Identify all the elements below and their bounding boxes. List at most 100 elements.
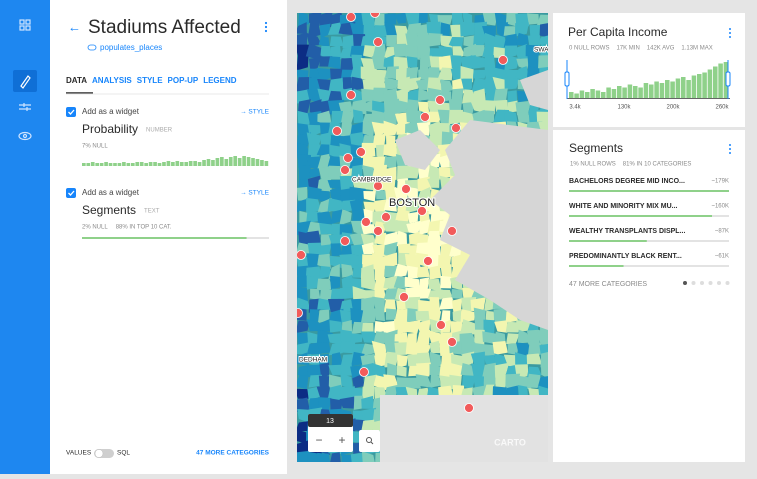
stadium-point[interactable] — [332, 126, 342, 136]
stadium-point[interactable] — [399, 292, 409, 302]
stadium-point[interactable] — [356, 147, 366, 157]
stadium-point[interactable] — [359, 367, 369, 377]
map-region — [429, 364, 443, 376]
stadium-point[interactable] — [373, 226, 383, 236]
map-region — [440, 79, 454, 94]
zoom-in[interactable]: + — [338, 433, 345, 447]
map-region — [316, 386, 332, 400]
zoom-out[interactable]: − — [315, 433, 322, 447]
histogram-bar — [188, 161, 193, 166]
stadium-point[interactable] — [464, 403, 474, 413]
map-region — [482, 110, 495, 125]
map-region — [298, 99, 311, 116]
map-region — [328, 56, 341, 70]
more-categories[interactable]: 47 MORE CATEGORIES — [196, 450, 270, 457]
map-region — [526, 13, 539, 25]
map-region — [406, 308, 418, 323]
category-value: ~61K — [715, 254, 729, 260]
map-region — [516, 320, 531, 333]
stadium-point[interactable] — [381, 212, 391, 222]
map-region — [416, 329, 431, 345]
map-region — [383, 120, 399, 136]
map[interactable]: CAMBRIDGE BOSTON DEDHAM SWA — [294, 9, 554, 468]
kebab[interactable] — [729, 144, 731, 154]
icon-eye[interactable] — [18, 131, 32, 141]
stadium-point[interactable] — [373, 181, 383, 191]
stadium-point[interactable] — [447, 226, 457, 236]
histogram-bar — [246, 157, 251, 166]
category-name[interactable]: PREDOMINANTLY BLACK RENT... — [569, 253, 682, 260]
map-region — [316, 329, 333, 345]
checkbox[interactable] — [66, 188, 76, 198]
kebab[interactable] — [264, 21, 268, 33]
histogram-bar — [197, 162, 202, 166]
map-region — [306, 32, 322, 47]
stadium-point[interactable] — [370, 9, 380, 18]
category-name[interactable]: BACHELORS DEGREE MID INCO... — [569, 178, 685, 185]
stadium-point[interactable] — [436, 320, 446, 330]
tab[interactable]: LEGEND — [203, 76, 237, 85]
stadium-point[interactable] — [498, 55, 508, 65]
tab[interactable]: ANALYSIS — [92, 76, 132, 85]
stadium-point[interactable] — [340, 165, 350, 175]
page-dot[interactable] — [683, 281, 687, 285]
map-region — [329, 275, 341, 290]
checkbox[interactable] — [66, 107, 76, 117]
histogram-bar — [670, 81, 675, 98]
stadium-point[interactable] — [435, 95, 445, 105]
map-region — [406, 67, 419, 80]
stadium-point[interactable] — [401, 184, 411, 194]
kebab[interactable] — [729, 28, 731, 38]
stadium-point[interactable] — [294, 308, 303, 318]
tab[interactable]: DATA — [66, 76, 87, 85]
style-link[interactable]: → STYLE — [240, 190, 270, 197]
map-region — [363, 190, 376, 202]
map-region — [386, 362, 397, 377]
range-handle[interactable] — [725, 71, 731, 87]
stadium-point[interactable] — [420, 112, 430, 122]
icon-sliders[interactable] — [19, 103, 31, 111]
map-region — [483, 319, 495, 336]
tab[interactable]: POP-UP — [168, 76, 199, 85]
more-categories[interactable]: 47 MORE CATEGORIES — [569, 281, 647, 288]
map-region — [307, 451, 320, 462]
source-link[interactable]: populates_places — [100, 43, 162, 52]
page-dot[interactable] — [725, 281, 730, 285]
map-region — [393, 99, 410, 114]
page-dot[interactable] — [700, 281, 704, 285]
stadium-point[interactable] — [417, 206, 427, 216]
map-region — [429, 265, 442, 280]
map-region — [470, 351, 485, 367]
page-dot[interactable] — [717, 281, 721, 285]
map-region — [430, 373, 441, 388]
histogram-bar — [569, 92, 574, 98]
page-dot[interactable] — [708, 281, 713, 285]
stadium-point[interactable] — [423, 256, 433, 266]
tab[interactable]: STYLE — [137, 76, 163, 85]
map-region — [341, 110, 355, 124]
map-region — [317, 78, 333, 92]
stadium-point[interactable] — [346, 90, 356, 100]
back-arrow[interactable]: ← — [68, 19, 81, 34]
category-name[interactable]: WHITE AND MINORITY MIX MU... — [569, 203, 678, 210]
stadium-point[interactable] — [343, 153, 353, 163]
stadium-point[interactable] — [447, 337, 457, 347]
stadium-point[interactable] — [346, 13, 356, 22]
map-region — [384, 77, 399, 90]
stadium-point[interactable] — [373, 37, 383, 47]
land-south — [380, 395, 548, 462]
search-button[interactable] — [359, 430, 380, 452]
range-handle[interactable] — [564, 71, 570, 87]
map-region — [396, 87, 410, 105]
map-region — [470, 45, 485, 58]
icon-grid[interactable] — [19, 19, 25, 25]
stadium-point[interactable] — [361, 217, 371, 227]
stadium-point[interactable] — [297, 250, 306, 260]
stadium-point[interactable] — [340, 236, 350, 246]
map-region — [339, 309, 351, 324]
style-link[interactable]: → STYLE — [240, 109, 270, 116]
map-region — [460, 363, 475, 378]
page-dot[interactable] — [691, 281, 696, 285]
category-name[interactable]: WEALTHY TRANSPLANTS DISPL... — [569, 228, 685, 235]
stadium-point[interactable] — [451, 123, 461, 133]
